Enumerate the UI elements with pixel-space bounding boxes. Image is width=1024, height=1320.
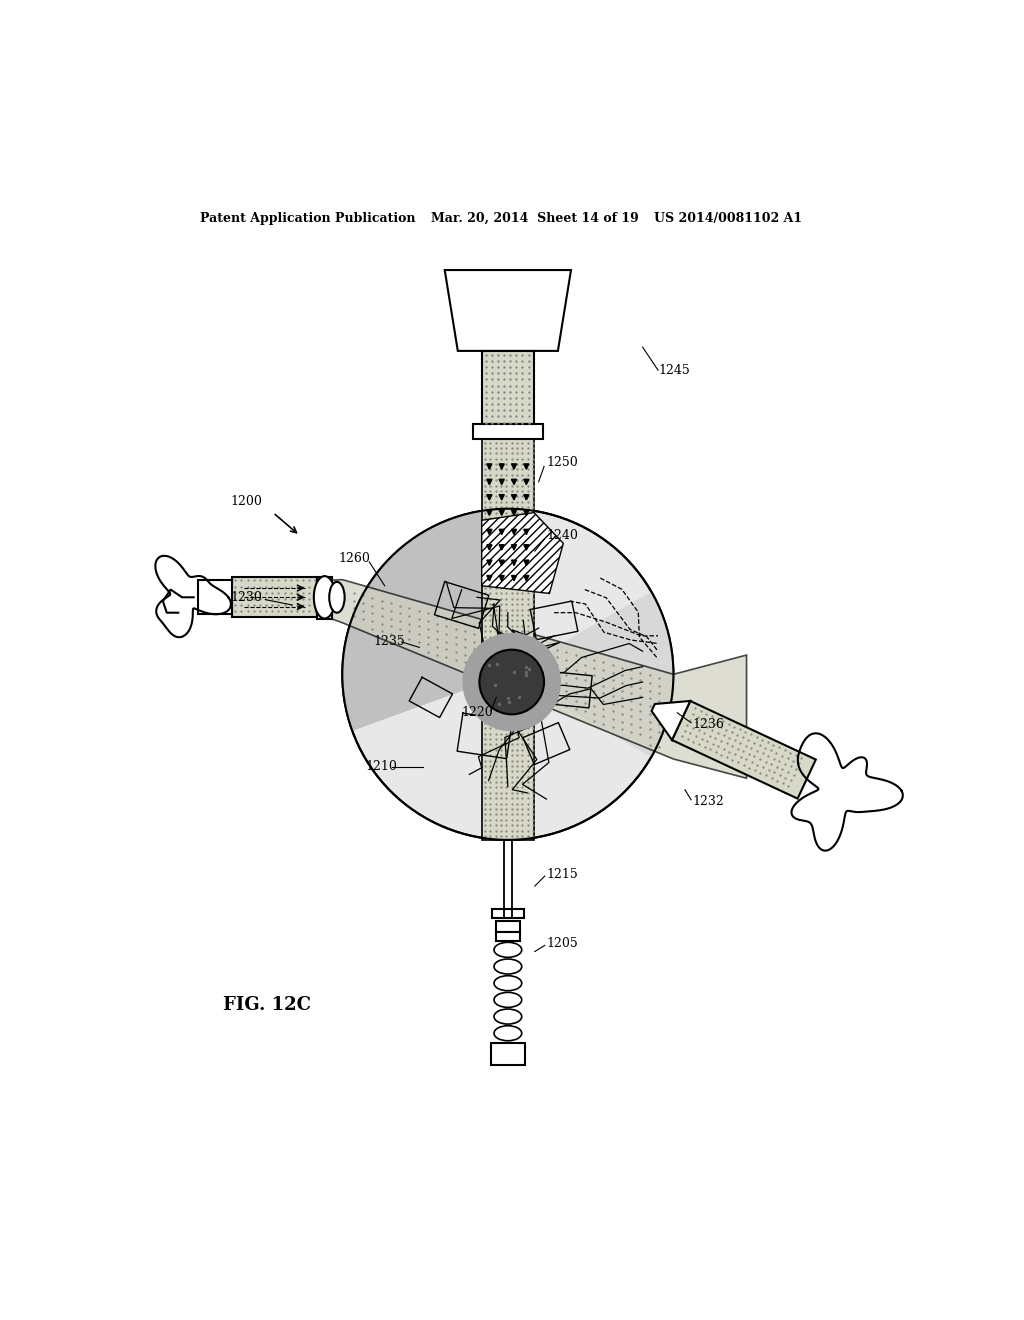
Circle shape — [342, 508, 674, 840]
Text: FIG. 12C: FIG. 12C — [223, 997, 311, 1014]
Text: 1240: 1240 — [547, 529, 579, 543]
Bar — [481, 508, 535, 840]
Ellipse shape — [313, 576, 336, 619]
Polygon shape — [444, 271, 571, 351]
Bar — [496, 921, 520, 932]
Bar — [232, 577, 316, 618]
Polygon shape — [481, 512, 563, 594]
Bar — [481, 351, 535, 424]
Text: 1236: 1236 — [692, 718, 725, 731]
Text: 1232: 1232 — [692, 795, 724, 808]
Ellipse shape — [494, 975, 521, 991]
Polygon shape — [508, 591, 674, 758]
Bar — [496, 932, 520, 941]
Text: Patent Application Publication: Patent Application Publication — [200, 213, 416, 224]
Polygon shape — [316, 579, 746, 779]
Text: 1235: 1235 — [373, 635, 404, 648]
Text: Mar. 20, 2014  Sheet 14 of 19: Mar. 20, 2014 Sheet 14 of 19 — [431, 213, 639, 224]
Ellipse shape — [494, 960, 521, 974]
Polygon shape — [342, 508, 508, 731]
Circle shape — [479, 649, 544, 714]
Text: 1230: 1230 — [230, 591, 262, 603]
Bar — [481, 440, 535, 840]
Text: 1250: 1250 — [547, 455, 579, 469]
Bar — [316, 577, 333, 619]
Text: US 2014/0081102 A1: US 2014/0081102 A1 — [654, 213, 802, 224]
Text: 1205: 1205 — [547, 937, 579, 950]
Bar — [473, 424, 543, 440]
Ellipse shape — [494, 1008, 521, 1024]
Bar — [198, 581, 232, 614]
Text: 1215: 1215 — [547, 869, 579, 880]
Polygon shape — [672, 701, 816, 799]
Bar — [490, 1043, 525, 1065]
Text: 1220: 1220 — [462, 706, 494, 719]
Polygon shape — [651, 701, 690, 741]
Ellipse shape — [494, 993, 521, 1007]
Text: 1200: 1200 — [230, 495, 262, 508]
Bar — [492, 909, 524, 919]
Text: 1210: 1210 — [366, 760, 397, 774]
Ellipse shape — [494, 942, 521, 957]
Ellipse shape — [330, 582, 345, 612]
Ellipse shape — [494, 1026, 521, 1040]
Text: 1245: 1245 — [658, 363, 690, 376]
Circle shape — [463, 632, 561, 731]
Text: 1260: 1260 — [339, 552, 371, 565]
